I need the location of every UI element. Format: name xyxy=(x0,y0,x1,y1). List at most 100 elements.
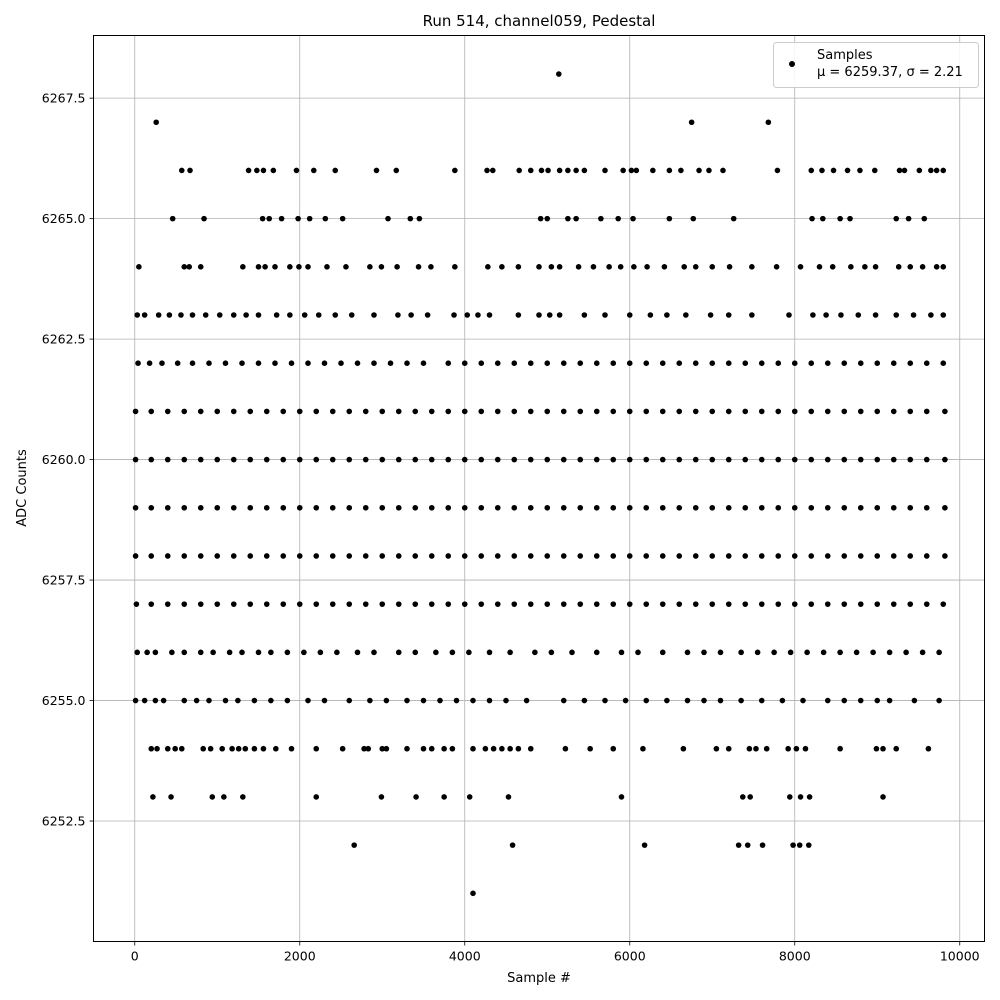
data-point xyxy=(717,649,724,656)
data-point xyxy=(692,601,699,607)
data-point xyxy=(404,697,410,704)
data-point xyxy=(202,312,209,318)
y-axis-ticks: 6252.5 6255.0 6257.5 6260.0 6262.5 6265.0 6267… xyxy=(42,91,94,829)
data-point xyxy=(466,649,472,656)
data-point xyxy=(923,360,930,367)
data-point xyxy=(416,215,423,222)
data-point xyxy=(153,119,159,126)
data-point xyxy=(890,360,897,367)
data-point xyxy=(511,360,518,367)
data-point xyxy=(387,360,394,367)
data-point xyxy=(210,649,216,656)
x-tick-label: 10000 xyxy=(940,949,980,964)
data-point xyxy=(796,842,803,848)
legend-series-name: Samples xyxy=(817,48,873,63)
data-point xyxy=(666,215,673,222)
data-point xyxy=(527,745,534,752)
data-point xyxy=(475,312,481,318)
data-point xyxy=(919,264,926,270)
data-point xyxy=(178,745,185,752)
data-point xyxy=(791,504,798,511)
data-point xyxy=(329,408,336,415)
data-point xyxy=(461,360,468,367)
data-point xyxy=(893,215,900,222)
data-point xyxy=(940,360,947,367)
data-point xyxy=(445,504,452,511)
data-point xyxy=(709,504,716,511)
data-point xyxy=(343,264,349,270)
data-point xyxy=(804,649,810,656)
data-point xyxy=(800,697,806,704)
data-point xyxy=(263,553,270,559)
data-point xyxy=(560,697,567,704)
data-point xyxy=(808,360,815,367)
data-point xyxy=(742,553,749,559)
data-point xyxy=(230,553,237,559)
data-point xyxy=(841,504,848,511)
data-point xyxy=(527,456,534,463)
data-point xyxy=(296,264,302,270)
data-point xyxy=(820,649,827,656)
data-point xyxy=(857,553,864,559)
data-point xyxy=(371,649,377,656)
legend: Samples μ = 6259.37, σ = 2.21 xyxy=(773,42,979,88)
data-point xyxy=(942,456,948,463)
data-point xyxy=(659,649,666,656)
data-point xyxy=(371,312,377,318)
data-point xyxy=(923,553,930,559)
data-point xyxy=(775,456,782,463)
data-point xyxy=(243,312,249,318)
data-point xyxy=(633,167,640,174)
data-point xyxy=(200,745,207,752)
data-point xyxy=(280,456,287,463)
chart-title: Run 514, channel059, Pedestal xyxy=(423,12,656,30)
data-point xyxy=(793,745,800,752)
data-point xyxy=(742,360,749,367)
data-point xyxy=(742,504,749,511)
data-point xyxy=(181,553,188,559)
data-point xyxy=(857,360,864,367)
data-point xyxy=(214,408,221,415)
data-point xyxy=(321,697,328,704)
data-point xyxy=(701,697,707,704)
data-point xyxy=(890,504,897,511)
data-point xyxy=(749,264,755,270)
data-point xyxy=(610,745,617,752)
data-point xyxy=(819,167,825,174)
data-point xyxy=(626,601,633,607)
data-point xyxy=(152,649,159,656)
data-point xyxy=(166,312,173,318)
data-point xyxy=(895,264,902,270)
data-point xyxy=(499,264,505,270)
data-point xyxy=(560,360,567,367)
data-point xyxy=(280,408,287,415)
data-point xyxy=(643,408,650,415)
data-point xyxy=(332,167,339,174)
data-point xyxy=(532,649,538,656)
data-point xyxy=(725,601,732,607)
data-point xyxy=(452,264,458,270)
data-point xyxy=(577,360,584,367)
y-axis-label: ADC Counts xyxy=(15,449,30,527)
legend-marker xyxy=(789,61,795,67)
data-point xyxy=(395,649,402,656)
data-point xyxy=(251,745,258,752)
data-point xyxy=(420,745,427,752)
data-point xyxy=(334,649,340,656)
data-point xyxy=(313,601,320,607)
data-point xyxy=(451,312,457,318)
data-point xyxy=(837,215,843,222)
data-point xyxy=(725,745,732,752)
data-point xyxy=(296,408,303,415)
data-point xyxy=(643,601,650,607)
data-point xyxy=(412,408,419,415)
data-point xyxy=(855,312,862,318)
data-point xyxy=(874,504,881,511)
data-point xyxy=(676,601,683,607)
data-point xyxy=(903,649,909,656)
data-point xyxy=(797,794,804,800)
data-point xyxy=(676,360,683,367)
data-point xyxy=(709,360,716,367)
data-point xyxy=(730,215,737,222)
y-tick-label: 6267.5 xyxy=(42,91,86,106)
